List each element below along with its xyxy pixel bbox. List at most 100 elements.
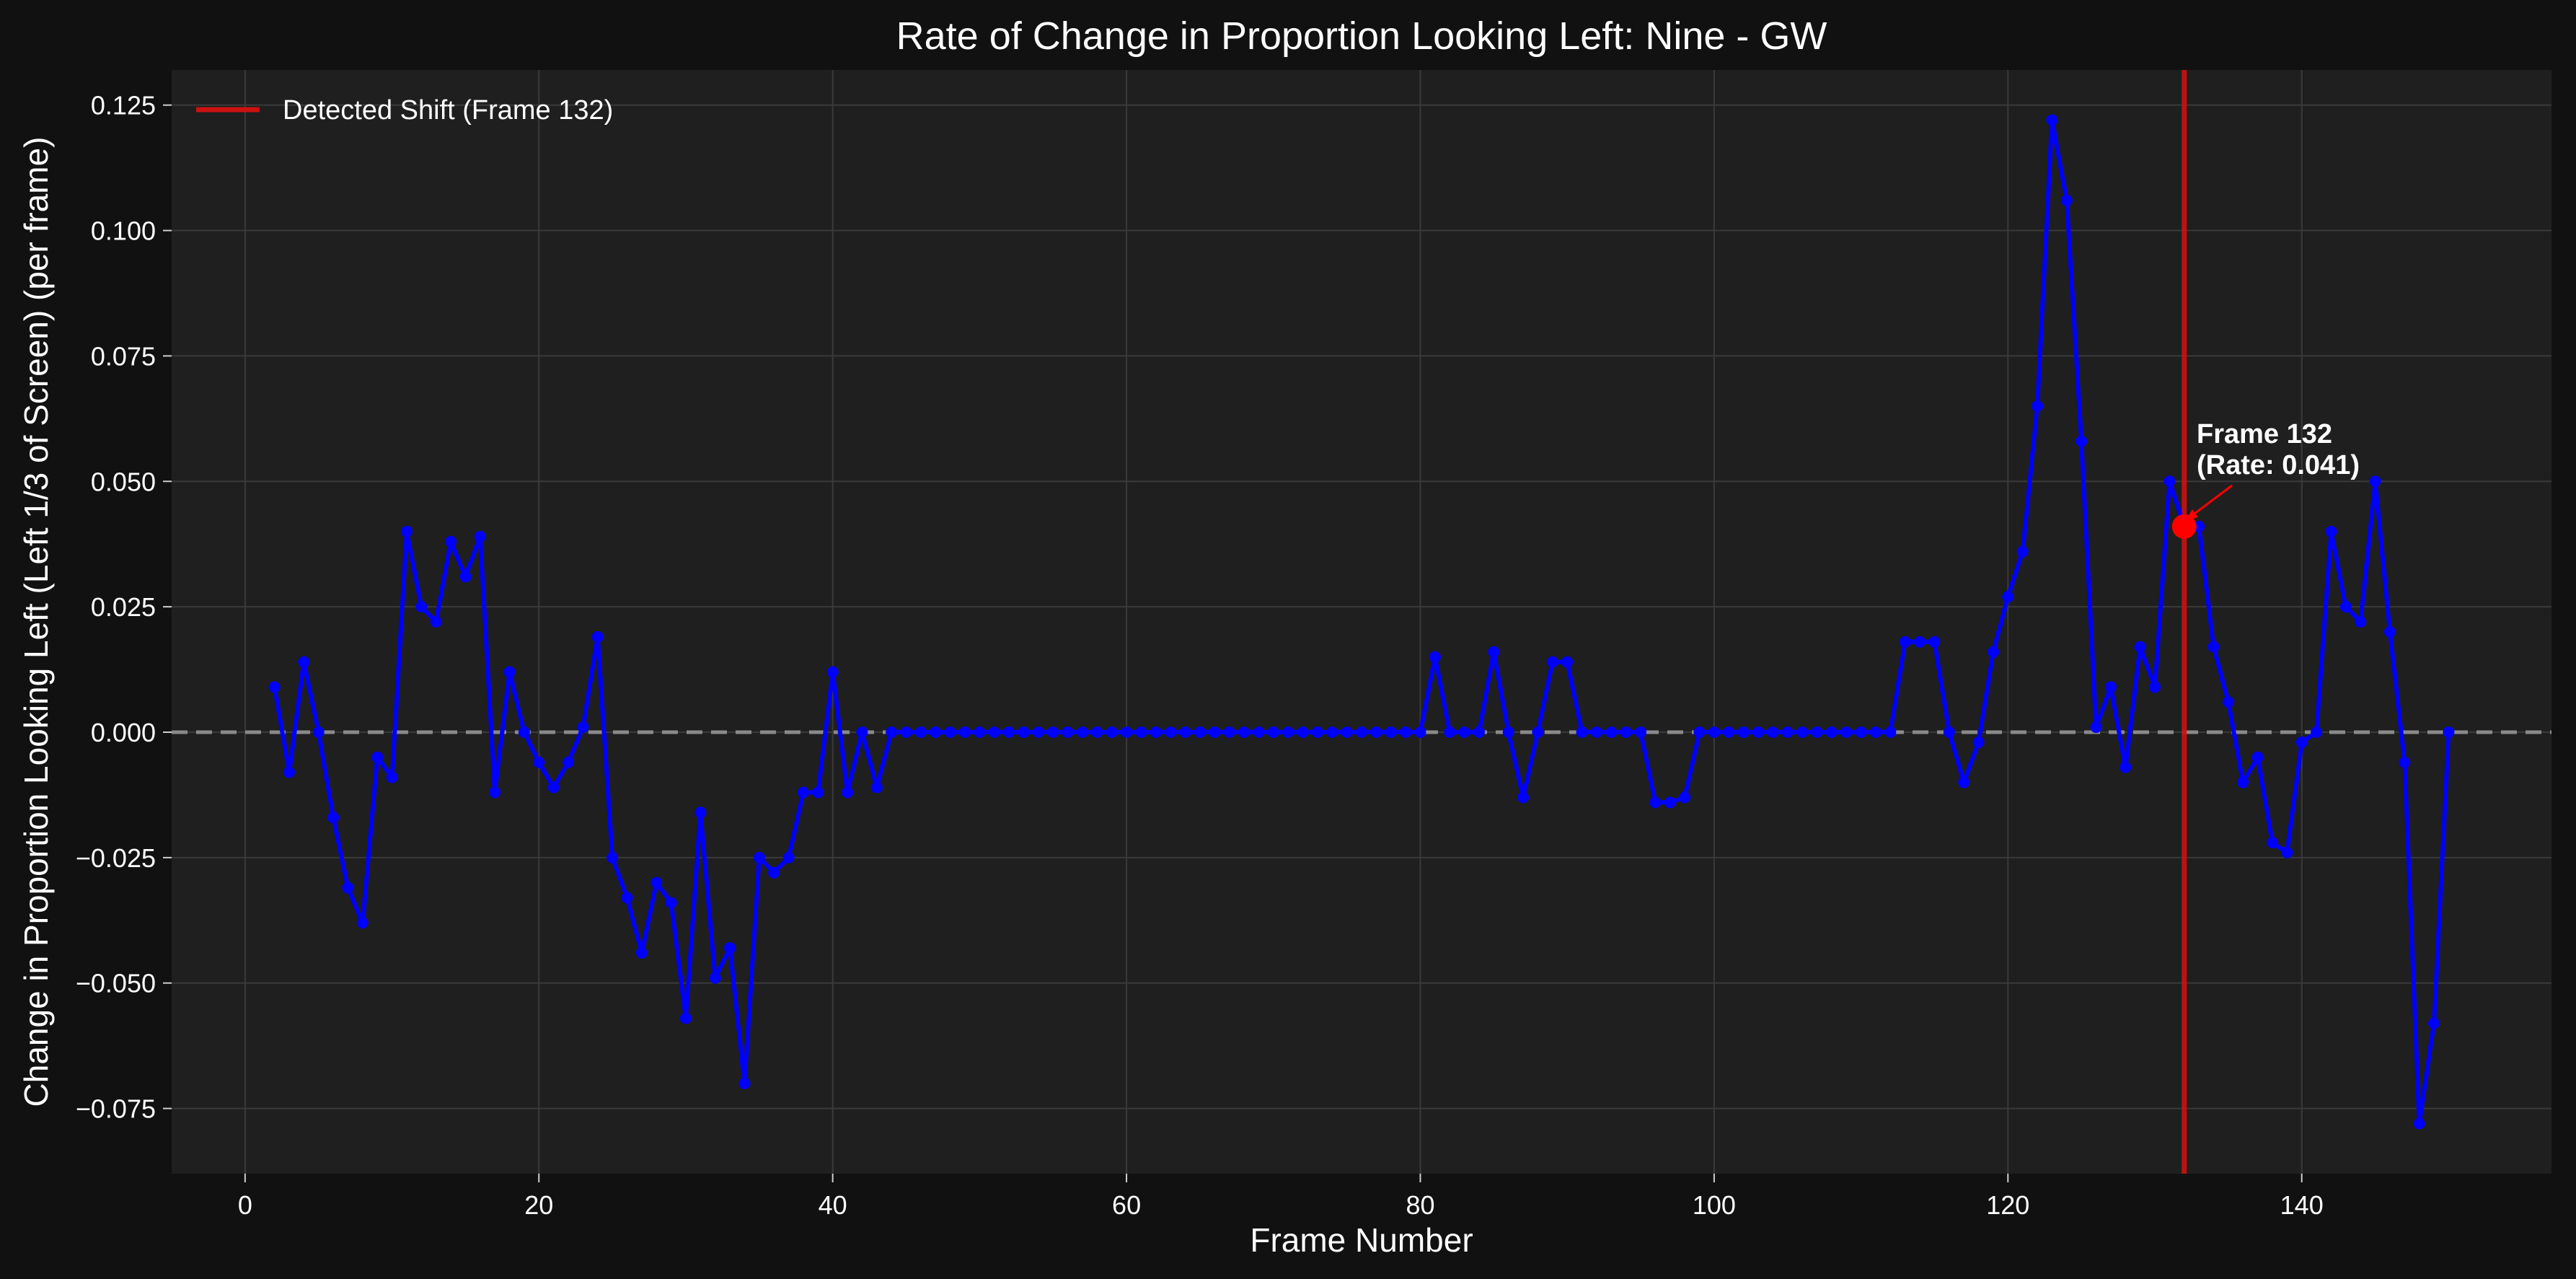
data-point <box>2060 194 2073 206</box>
data-point <box>1928 636 1941 648</box>
data-point <box>474 530 486 542</box>
data-point <box>1590 726 1602 738</box>
data-point <box>930 726 942 738</box>
y-axis-label: Change in Proportion Looking Left (Left … <box>17 137 55 1107</box>
data-point <box>445 535 457 548</box>
x-tick-label: 60 <box>1112 1190 1141 1220</box>
annotation-frame: Frame 132 <box>2197 419 2332 449</box>
x-axis-ticks: 0 20 40 60 80 100 120 140 <box>238 1174 2324 1220</box>
data-point <box>2325 525 2337 537</box>
data-point <box>312 726 325 738</box>
data-point <box>356 917 369 929</box>
data-point <box>886 726 898 738</box>
data-point <box>1796 726 1809 738</box>
data-point <box>1311 726 1323 738</box>
data-point <box>1987 646 1999 658</box>
data-point <box>753 851 765 863</box>
data-point <box>1414 726 1426 738</box>
y-tick-label: −0.050 <box>76 969 156 998</box>
data-point <box>1605 726 1618 738</box>
data-point <box>1179 726 1191 738</box>
data-point <box>2399 756 2411 768</box>
data-point <box>563 756 574 768</box>
data-point <box>974 726 986 738</box>
data-point <box>812 786 824 799</box>
data-point <box>283 766 295 778</box>
data-point <box>797 786 809 799</box>
data-point <box>1825 726 1838 738</box>
data-point <box>1223 726 1235 738</box>
data-point <box>1385 726 1397 738</box>
data-point <box>914 726 927 738</box>
data-point <box>870 781 883 794</box>
data-point <box>635 947 648 959</box>
data-point <box>1664 796 1676 809</box>
data-point <box>415 601 428 613</box>
data-point <box>2443 726 2455 738</box>
data-point <box>1914 636 1926 648</box>
data-point <box>2369 475 2381 488</box>
data-point <box>1517 791 1530 804</box>
data-point <box>2016 545 2029 558</box>
data-point <box>1165 726 1177 738</box>
data-point <box>1150 726 1162 738</box>
data-point <box>1047 726 1059 738</box>
data-point <box>1135 726 1147 738</box>
data-point <box>1693 726 1706 738</box>
data-point <box>2251 751 2264 763</box>
data-point <box>1855 726 1867 738</box>
data-point <box>2339 601 2352 613</box>
data-point <box>650 876 663 889</box>
data-point <box>988 726 1000 738</box>
series-points <box>268 114 2455 1130</box>
y-tick-label: −0.025 <box>76 843 156 873</box>
data-point <box>2120 761 2132 773</box>
data-point <box>944 726 956 738</box>
data-point <box>342 882 354 894</box>
data-point <box>1444 726 1456 738</box>
annotation-arrowhead <box>2185 509 2198 521</box>
data-point <box>591 630 604 643</box>
data-point <box>2134 641 2146 653</box>
data-point <box>459 571 472 583</box>
data-point <box>1869 726 1882 738</box>
data-point <box>1679 791 1691 804</box>
x-tick-label: 20 <box>524 1190 553 1220</box>
shift-annotation: Frame 132 (Rate: 0.041) <box>2184 419 2360 522</box>
annotation-rate: (Rate: 0.041) <box>2197 450 2360 480</box>
data-point <box>606 851 619 863</box>
data-point <box>1546 656 1558 668</box>
data-point <box>2149 681 2161 693</box>
data-point <box>1532 726 1544 738</box>
data-point <box>1473 726 1485 738</box>
data-point <box>430 616 442 628</box>
y-tick-label: 0.075 <box>91 341 156 371</box>
y-tick-label: 0.100 <box>91 216 156 246</box>
data-point <box>1767 726 1779 738</box>
y-tick-label: 0.025 <box>91 592 156 622</box>
data-point <box>2207 641 2220 653</box>
data-point <box>1238 726 1250 738</box>
data-point <box>1884 726 1897 738</box>
grid-lines <box>172 70 2551 1174</box>
data-point <box>2046 114 2058 126</box>
data-point <box>1811 726 1823 738</box>
x-axis-label: Frame Number <box>1250 1221 1473 1259</box>
data-point <box>2002 591 2014 603</box>
data-point <box>1737 726 1750 738</box>
data-point <box>1253 726 1265 738</box>
y-axis-ticks: −0.075 −0.050 −0.025 0.000 0.025 0.050 0.075 0.… <box>76 91 172 1124</box>
x-tick-label: 100 <box>1693 1190 1736 1220</box>
data-point <box>2413 1117 2425 1130</box>
y-tick-label: 0.125 <box>91 91 156 120</box>
data-point <box>489 786 501 799</box>
data-point <box>1723 726 1735 738</box>
plot-area <box>172 70 2551 1174</box>
y-tick-label: −0.075 <box>76 1094 156 1124</box>
data-point <box>547 781 560 794</box>
y-tick-label: 0.000 <box>91 718 156 747</box>
data-point <box>1620 726 1632 738</box>
chart-title: Rate of Change in Proportion Looking Lef… <box>896 14 1827 58</box>
data-point <box>1752 726 1764 738</box>
